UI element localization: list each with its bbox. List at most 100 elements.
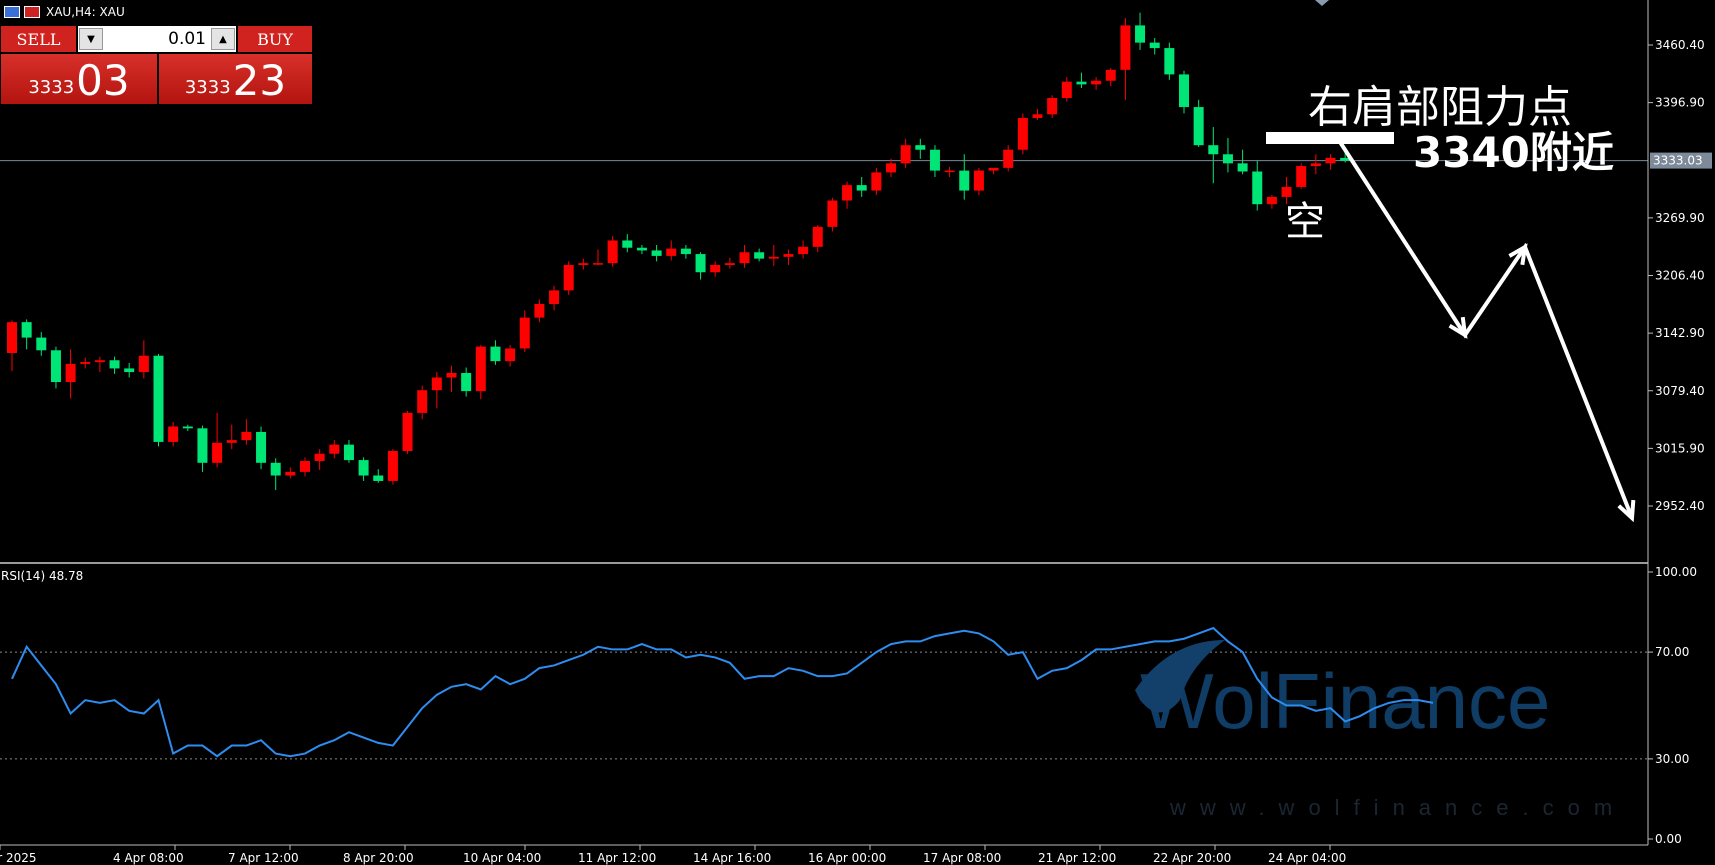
candle-body [1222, 154, 1233, 164]
candle-body [666, 248, 677, 256]
candle-body [651, 250, 662, 256]
sell-price-prefix: 3333 [28, 77, 75, 98]
candle-body [607, 240, 618, 264]
candle-body [1193, 107, 1204, 146]
candle-body [519, 317, 530, 349]
x-tick-label: 17 Apr 08:00 [923, 851, 1001, 865]
x-tick-label: 7 Apr 12:00 [228, 851, 299, 865]
y-tick-label: 3079.40 [1655, 384, 1705, 398]
price-pane [0, 12, 1648, 491]
candle-body [1266, 196, 1277, 205]
candle-body [680, 248, 691, 255]
candle-body [402, 412, 413, 452]
rsi-y-tick-label: 70.00 [1655, 645, 1689, 659]
candle-body [329, 444, 340, 454]
x-tick-label: 4 Apr 08:00 [113, 851, 184, 865]
candle-body [1310, 163, 1321, 167]
y-tick-label: 3269.90 [1655, 211, 1705, 225]
candle-body [695, 254, 706, 273]
volume-increase-icon[interactable]: ▲ [211, 28, 235, 50]
y-tick-label: 3206.40 [1655, 269, 1705, 283]
one-click-trading-panel: SELL ▼ 0.01 ▲ BUY 3333 03 3333 23 [1, 26, 312, 104]
forecast-arrows [1338, 140, 1636, 523]
volume-value[interactable]: 0.01 [168, 29, 206, 49]
y-tick-label: 3015.90 [1655, 441, 1705, 455]
forecast-arrowhead-3 [1617, 499, 1636, 523]
candle-body [1208, 145, 1219, 155]
candle-body [1296, 166, 1307, 187]
candle-body [739, 252, 750, 264]
buy-button[interactable]: BUY [238, 26, 312, 52]
candle-body [871, 172, 882, 191]
candle-body [270, 462, 281, 476]
candle-body [534, 303, 545, 318]
volume-field[interactable]: ▼ 0.01 ▲ [78, 26, 236, 52]
candle-body [915, 145, 926, 150]
candle-body [138, 355, 149, 373]
y-tick-label: 3142.90 [1655, 326, 1705, 340]
candle-body [1105, 69, 1116, 81]
candle-body [300, 460, 310, 472]
candle-body [636, 247, 647, 251]
sell-price-button[interactable]: 3333 03 [1, 54, 157, 104]
candle-body [80, 362, 91, 364]
candle-body [798, 246, 809, 255]
candle-body [94, 360, 105, 363]
candle-body [124, 368, 135, 373]
sell-price-suffix: 03 [76, 56, 130, 105]
candle-body [1135, 25, 1146, 43]
candle-body [417, 390, 428, 413]
watermark-brand: WolFinance [1140, 657, 1550, 745]
candle-body [7, 322, 17, 353]
buy-price-suffix: 23 [232, 56, 287, 105]
candle-body [973, 170, 984, 191]
resistance-bar [1266, 132, 1394, 144]
y-tick-label: 2952.40 [1655, 499, 1705, 513]
candle-body [622, 240, 633, 248]
candle-body [431, 377, 442, 391]
candle-body [256, 431, 267, 463]
chart-symbol-label: XAU,H4: XAU [46, 5, 125, 19]
candle-body [50, 350, 61, 383]
candle-body [505, 348, 516, 362]
candle-body [1091, 80, 1102, 85]
candle-body [1179, 74, 1189, 108]
watermark-url: www.wolfinance.com [1169, 795, 1626, 820]
candle-body [197, 428, 208, 463]
candle-body [461, 372, 472, 392]
rsi-line [11, 626, 1434, 758]
candle-body [1325, 157, 1336, 164]
candle-body [1252, 171, 1263, 205]
candle-body [212, 442, 223, 463]
sell-button[interactable]: SELL [1, 26, 76, 52]
candle-body [1061, 81, 1072, 98]
y-tick-label: 3396.90 [1655, 96, 1705, 110]
candle-body [1340, 157, 1351, 161]
candle-body [475, 346, 486, 392]
annotation-level: 3340附近 [1413, 128, 1614, 177]
chart-icon[interactable] [24, 6, 40, 18]
x-tick-label: 22 Apr 20:00 [1153, 851, 1231, 865]
current-price-label: 3333.03 [1653, 154, 1703, 168]
x-tick-label: 8 Apr 20:00 [343, 851, 414, 865]
candle-body [783, 254, 794, 257]
candle-body [886, 163, 896, 173]
annotation-resistance: 右肩部阻力点 [1308, 82, 1572, 133]
buy-price-button[interactable]: 3333 23 [159, 54, 312, 104]
current-price-badge [1650, 152, 1712, 169]
candle-body [65, 363, 76, 383]
candle-body [226, 440, 237, 443]
trade-window-icon[interactable] [4, 6, 20, 18]
rsi-title: RSI(14) 48.78 [1, 569, 83, 583]
candle-body [1003, 149, 1014, 168]
candle-body [153, 355, 164, 442]
candle-body [754, 252, 765, 259]
candle-body [1047, 97, 1058, 115]
volume-decrease-icon[interactable]: ▼ [79, 28, 103, 50]
candle-body [768, 256, 779, 259]
period-separator-marker [1315, 0, 1329, 6]
candle-body [168, 426, 179, 442]
candle-body [944, 170, 955, 173]
